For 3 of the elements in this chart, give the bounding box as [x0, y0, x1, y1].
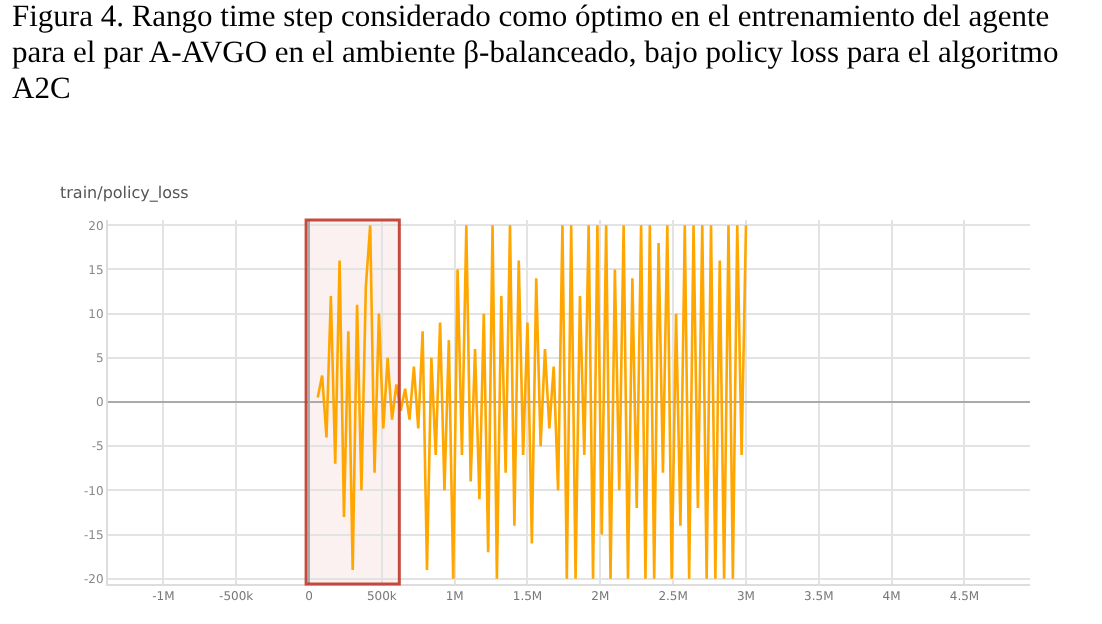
- line-series: [316, 224, 748, 580]
- chart-title: Figura 4. Rango time step considerado como óptimo en el entrenamiento del agente para el par A-AVGO en el ambiente β-balanceado, bajo policy loss para el algoritmo A2C: [12, 0, 1061, 108]
- chart-subtitle: train/policy_loss: [60, 184, 189, 202]
